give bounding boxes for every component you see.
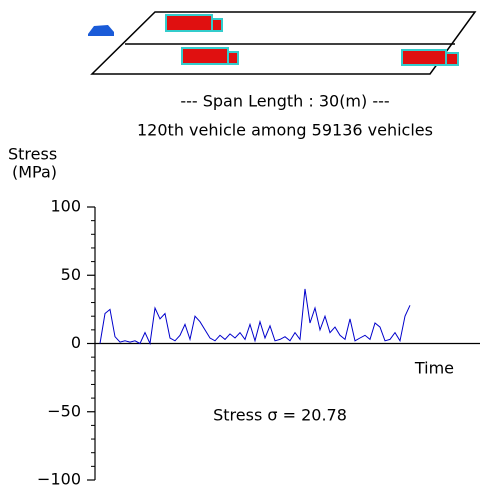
- y-tick-label: 100: [50, 197, 81, 216]
- span-text: --- Span Length : 30(m) ---: [180, 92, 389, 111]
- truck: [181, 47, 239, 65]
- y-tick-label: −50: [47, 401, 81, 420]
- x-label: Time: [414, 359, 454, 378]
- car: [88, 25, 114, 36]
- stress-line: [99, 288, 411, 346]
- annotation: Stress σ = 20.78: [213, 406, 347, 425]
- y-tick-label: 50: [61, 265, 81, 284]
- y-label: (MPa): [12, 163, 57, 182]
- y-tick-label: 0: [71, 333, 81, 352]
- y-tick-label: −100: [37, 470, 81, 489]
- vehicle-text: 120th vehicle among 59136 vehicles: [137, 121, 433, 140]
- truck: [165, 14, 223, 32]
- y-label: Stress: [8, 145, 57, 164]
- bridge-illustration: [88, 11, 477, 75]
- truck: [401, 49, 459, 66]
